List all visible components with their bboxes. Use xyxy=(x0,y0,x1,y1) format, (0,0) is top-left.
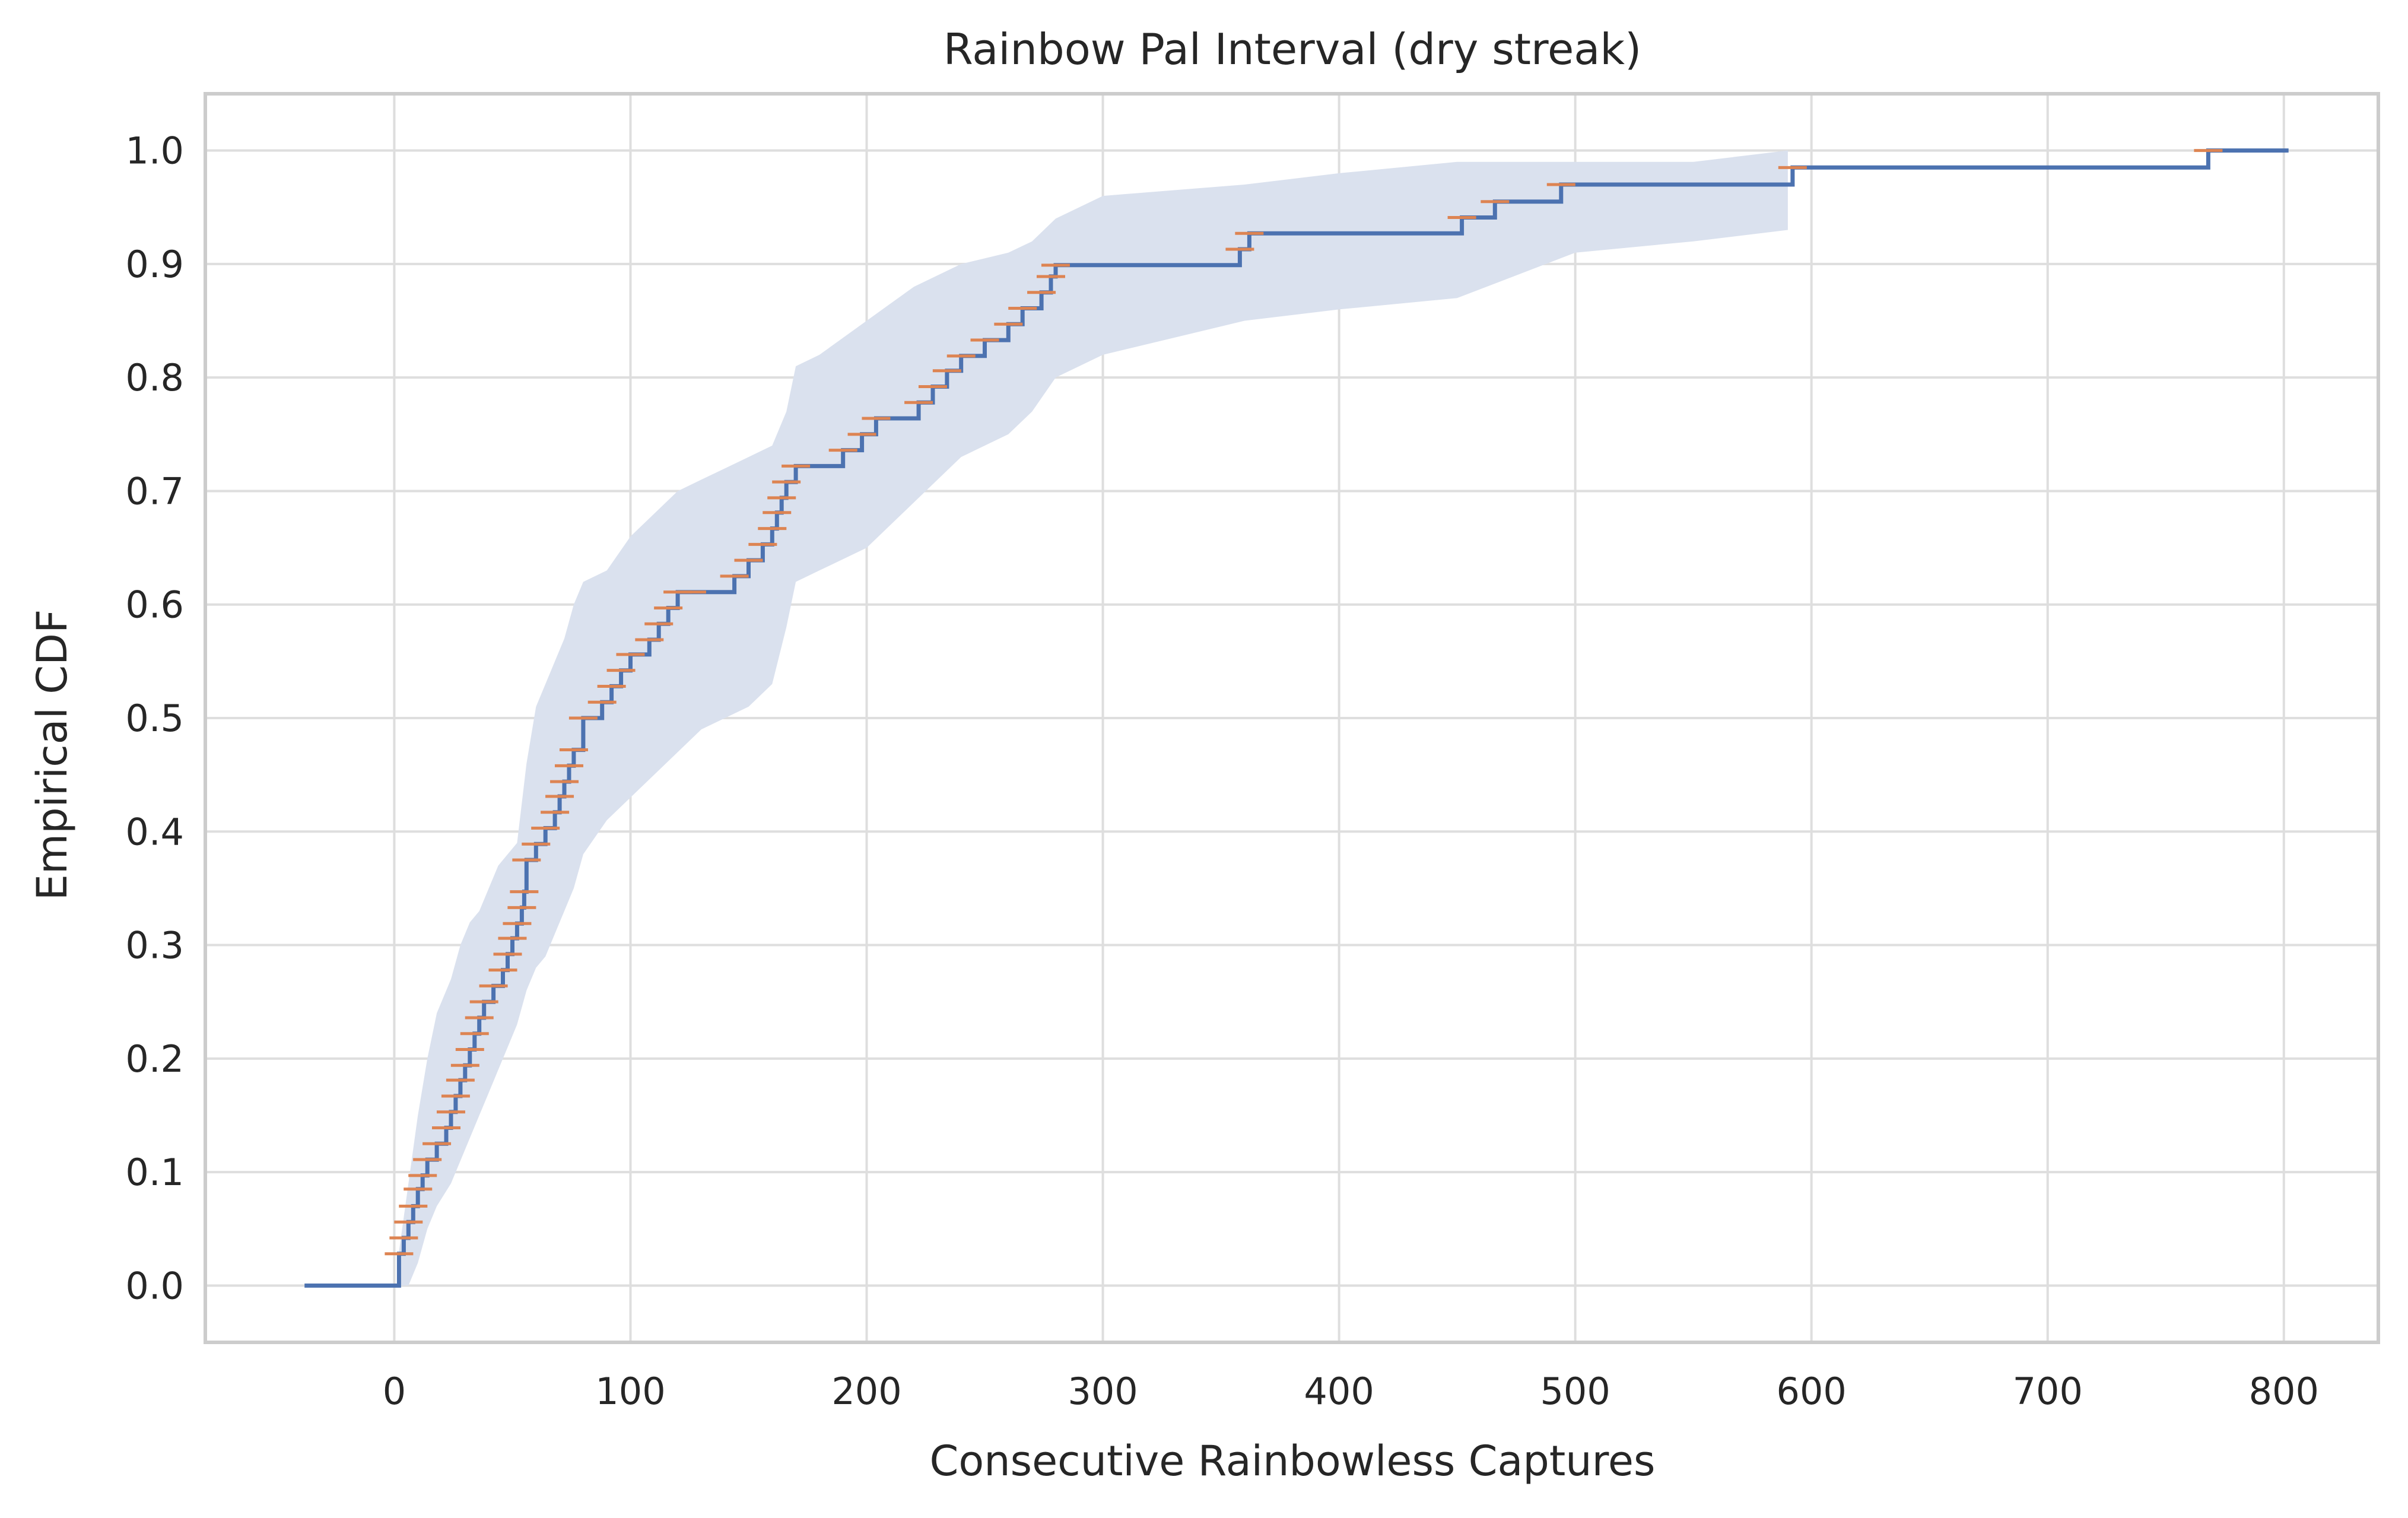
x-tick-label: 200 xyxy=(831,1370,901,1413)
x-axis-title: Consecutive Rainbowless Captures xyxy=(930,1437,1656,1485)
y-tick-label: 0.6 xyxy=(125,583,184,627)
confidence-band xyxy=(399,150,1788,1286)
y-tick-label: 0.2 xyxy=(125,1037,184,1081)
plot-frame xyxy=(204,92,2380,1344)
confidence-band-layer xyxy=(399,150,1788,1286)
y-tick-label: 0.9 xyxy=(125,243,184,286)
y-tick-label: 0.4 xyxy=(125,810,184,853)
observation-markers-layer xyxy=(385,149,2223,1256)
x-tick-label: 700 xyxy=(2013,1370,2083,1413)
y-axis-title: Empirical CDF xyxy=(28,609,77,901)
y-tick-label: 0.3 xyxy=(125,924,184,967)
x-tick-label: 600 xyxy=(1777,1370,1847,1413)
x-tick-label: 300 xyxy=(1068,1370,1138,1413)
x-tick-label: 400 xyxy=(1304,1370,1374,1413)
y-tick-label: 0.7 xyxy=(125,469,184,513)
y-tick-label: 0.8 xyxy=(125,356,184,399)
y-tick-label: 0.1 xyxy=(125,1151,184,1194)
x-tick-label: 100 xyxy=(595,1370,665,1413)
x-tick-label: 800 xyxy=(2249,1370,2319,1413)
x-tick-labels: 0 100 200 300 400 500 600 700 800 xyxy=(383,1370,2319,1413)
x-tick-label: 500 xyxy=(1540,1370,1610,1413)
plot-area xyxy=(204,92,2380,1344)
y-tick-label: 0.0 xyxy=(125,1264,184,1307)
y-tick-label: 0.5 xyxy=(125,697,184,740)
y-tick-label: 1.0 xyxy=(125,129,184,173)
y-tick-labels: 0.0 0.1 0.2 0.3 0.4 0.5 0.6 0.7 0.8 0.9 1.0 xyxy=(125,129,184,1308)
x-tick-label: 0 xyxy=(383,1370,406,1413)
chart-title: Rainbow Pal Interval (dry streak) xyxy=(943,24,1641,74)
